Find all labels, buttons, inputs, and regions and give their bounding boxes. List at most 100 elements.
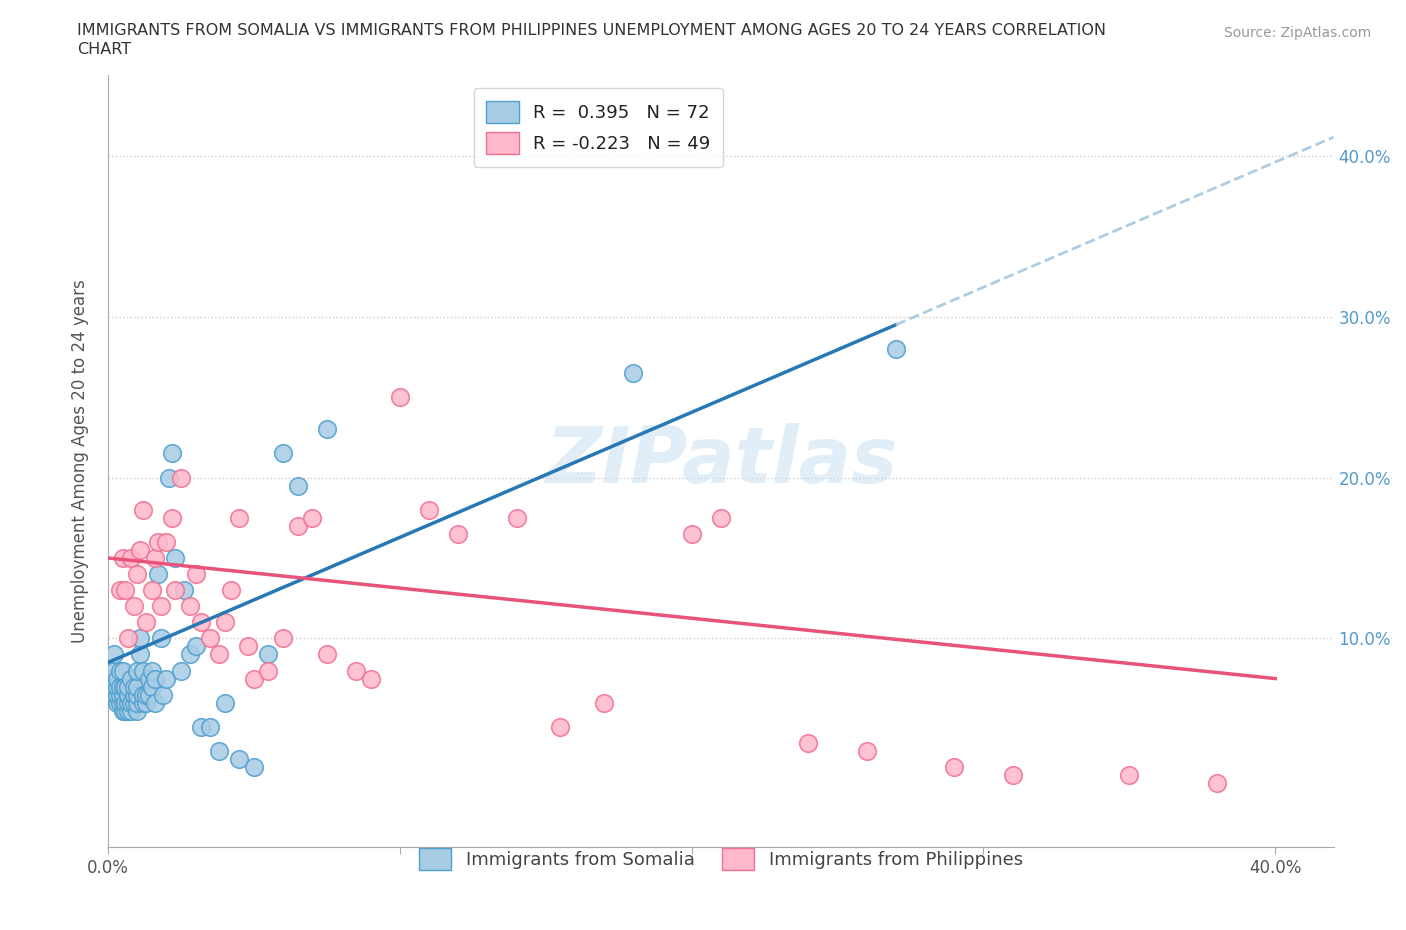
Point [149,631,172,645]
Point [132,696,155,711]
Point [105,679,128,694]
Point [165,551,187,565]
Point [287,478,309,493]
Text: ZIPatlas: ZIPatlas [544,423,897,499]
Point [257,647,280,662]
Point [143,671,166,686]
Point [120,671,142,686]
Point [287,518,309,533]
Point [681,526,703,541]
Point [117,703,139,718]
Point [214,696,236,711]
Point [208,647,231,662]
Point [198,631,221,645]
Point [146,535,169,550]
Point [184,566,207,581]
Point [103,663,125,678]
Point [105,671,128,686]
Point [111,551,134,565]
Point [710,511,733,525]
Point [132,502,155,517]
Point [114,703,136,718]
Point [105,687,128,702]
Point [114,679,136,694]
Point [141,663,163,678]
Point [127,687,149,702]
Point [236,639,259,654]
Point [179,647,201,662]
Point [190,720,212,735]
Point [114,583,136,598]
Point [1206,776,1229,790]
Point [135,615,157,630]
Point [108,696,131,711]
Point [111,703,134,718]
Point [105,696,128,711]
Point [160,511,183,525]
Point [100,687,122,702]
Point [117,696,139,711]
Point [100,671,122,686]
Point [103,679,125,694]
Point [550,720,572,735]
Point [165,583,187,598]
Point [122,687,145,702]
Point [120,703,142,718]
Point [173,583,195,598]
Point [146,566,169,581]
Point [111,687,134,702]
Point [621,365,644,380]
Point [228,511,250,525]
Point [117,687,139,702]
Point [360,671,382,686]
Point [214,615,236,630]
Point [108,663,131,678]
Point [157,470,180,485]
Point [1001,767,1024,782]
Point [111,696,134,711]
Y-axis label: Unemployment Among Ages 20 to 24 years: Unemployment Among Ages 20 to 24 years [72,280,89,644]
Point [190,615,212,630]
Point [143,551,166,565]
Point [143,696,166,711]
Point [1118,767,1140,782]
Point [111,663,134,678]
Point [505,511,527,525]
Point [114,696,136,711]
Point [797,736,820,751]
Point [208,743,231,758]
Point [135,696,157,711]
Point [117,631,139,645]
Point [141,679,163,694]
Point [127,663,149,678]
Point [179,599,201,614]
Point [135,687,157,702]
Point [127,703,149,718]
Point [301,511,323,525]
Text: IMMIGRANTS FROM SOMALIA VS IMMIGRANTS FROM PHILIPPINES UNEMPLOYMENT AMONG AGES 2: IMMIGRANTS FROM SOMALIA VS IMMIGRANTS FR… [77,23,1107,38]
Point [243,671,266,686]
Point [271,446,294,461]
Point [344,663,367,678]
Point [271,631,294,645]
Point [152,687,174,702]
Point [388,390,411,405]
Point [108,679,131,694]
Point [243,760,266,775]
Point [127,566,149,581]
Point [170,663,193,678]
Point [138,671,160,686]
Point [155,671,177,686]
Legend: Immigrants from Somalia, Immigrants from Philippines: Immigrants from Somalia, Immigrants from… [408,837,1033,881]
Point [170,470,193,485]
Point [315,647,337,662]
Point [855,743,877,758]
Point [132,687,155,702]
Point [447,526,470,541]
Text: Source: ZipAtlas.com: Source: ZipAtlas.com [1223,26,1371,40]
Point [132,663,155,678]
Point [122,599,145,614]
Point [141,583,163,598]
Point [108,583,131,598]
Point [120,551,142,565]
